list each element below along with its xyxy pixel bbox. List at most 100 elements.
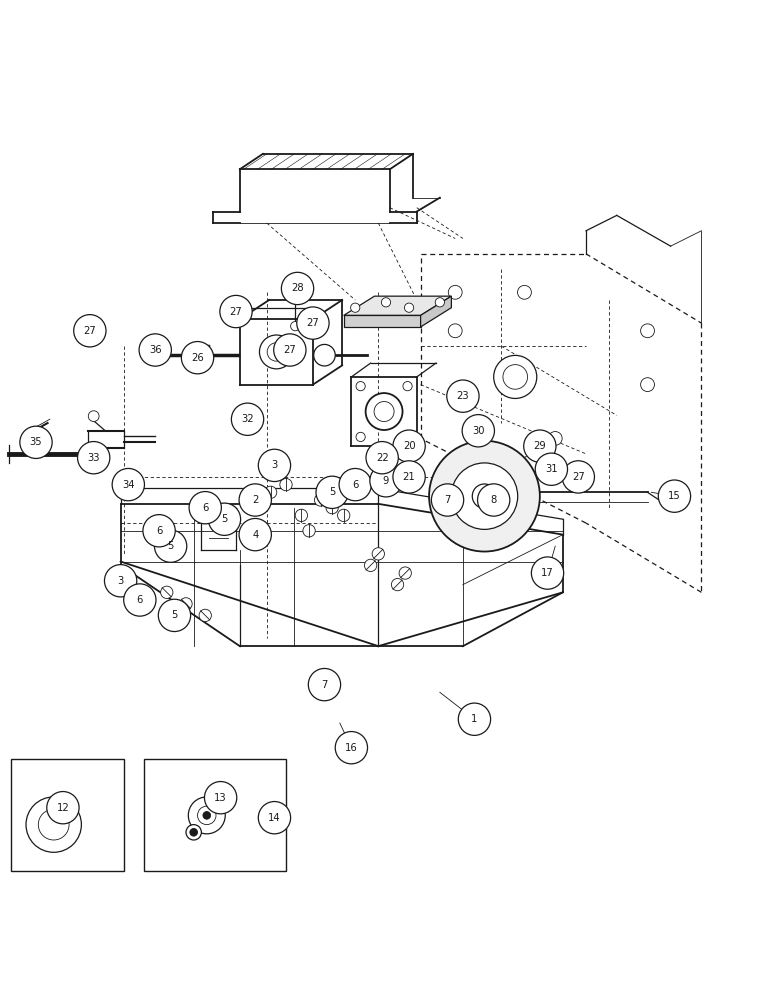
Text: 5: 5 — [329, 487, 335, 497]
Circle shape — [265, 486, 277, 498]
Circle shape — [186, 825, 201, 840]
Circle shape — [274, 334, 306, 366]
Circle shape — [303, 525, 315, 537]
Text: 2: 2 — [252, 495, 259, 505]
Text: 26: 26 — [191, 353, 204, 363]
Circle shape — [198, 806, 216, 825]
Text: 1: 1 — [471, 714, 478, 724]
Circle shape — [188, 797, 225, 834]
Text: 7: 7 — [445, 495, 451, 505]
Text: 8: 8 — [490, 495, 497, 505]
Circle shape — [47, 792, 79, 824]
Circle shape — [314, 494, 327, 506]
Circle shape — [350, 303, 360, 312]
Circle shape — [403, 382, 412, 391]
Circle shape — [181, 342, 214, 374]
Text: 6: 6 — [137, 595, 143, 605]
Circle shape — [290, 322, 300, 331]
Circle shape — [641, 378, 655, 392]
Circle shape — [429, 441, 540, 552]
Polygon shape — [421, 296, 452, 327]
Circle shape — [308, 668, 340, 701]
Circle shape — [279, 478, 292, 491]
Circle shape — [562, 461, 594, 493]
Text: 4: 4 — [252, 530, 259, 540]
Circle shape — [295, 509, 307, 522]
Circle shape — [189, 492, 222, 524]
Circle shape — [239, 484, 272, 516]
Circle shape — [391, 578, 404, 591]
Text: 15: 15 — [668, 491, 681, 501]
Text: 33: 33 — [87, 453, 100, 463]
Text: 27: 27 — [306, 318, 320, 328]
Text: 34: 34 — [122, 480, 134, 490]
Circle shape — [462, 415, 494, 447]
Text: 30: 30 — [472, 426, 485, 436]
Text: 7: 7 — [321, 680, 327, 690]
Circle shape — [112, 468, 144, 501]
Circle shape — [374, 402, 394, 422]
Text: 16: 16 — [345, 743, 357, 753]
Circle shape — [523, 430, 556, 462]
Text: 13: 13 — [215, 793, 227, 803]
Text: 5: 5 — [168, 541, 174, 551]
Circle shape — [316, 476, 348, 508]
Circle shape — [147, 342, 156, 351]
Circle shape — [190, 828, 198, 836]
Circle shape — [405, 303, 414, 312]
Text: 35: 35 — [29, 437, 42, 447]
Text: 17: 17 — [541, 568, 554, 578]
Circle shape — [313, 344, 335, 366]
Circle shape — [104, 565, 137, 597]
Circle shape — [232, 403, 264, 435]
Text: 5: 5 — [222, 514, 228, 524]
Bar — [144, 759, 286, 871]
Circle shape — [449, 285, 462, 299]
Text: 12: 12 — [56, 803, 69, 813]
Text: 28: 28 — [291, 283, 304, 293]
Circle shape — [366, 442, 398, 474]
Circle shape — [493, 355, 537, 398]
Circle shape — [447, 380, 479, 412]
Text: 27: 27 — [229, 307, 242, 317]
Circle shape — [139, 334, 171, 366]
Circle shape — [39, 809, 69, 840]
Text: 29: 29 — [533, 441, 547, 451]
Circle shape — [259, 335, 293, 369]
Polygon shape — [344, 296, 452, 315]
Circle shape — [503, 365, 527, 389]
Circle shape — [20, 426, 52, 458]
Circle shape — [326, 502, 338, 514]
Text: 14: 14 — [268, 813, 281, 823]
Circle shape — [531, 557, 564, 589]
Bar — [11, 759, 124, 871]
Circle shape — [548, 432, 562, 445]
Circle shape — [337, 509, 350, 522]
Circle shape — [432, 484, 464, 516]
Text: 9: 9 — [383, 476, 389, 486]
Circle shape — [356, 432, 365, 442]
Text: 5: 5 — [171, 610, 178, 620]
Circle shape — [124, 584, 156, 616]
Circle shape — [449, 324, 462, 338]
Circle shape — [370, 465, 402, 497]
Circle shape — [199, 609, 212, 622]
Text: 22: 22 — [376, 453, 388, 463]
Circle shape — [535, 453, 567, 485]
Circle shape — [296, 307, 329, 339]
Circle shape — [381, 298, 391, 307]
Text: 31: 31 — [545, 464, 557, 474]
Circle shape — [26, 797, 81, 852]
Circle shape — [478, 484, 510, 516]
Circle shape — [517, 285, 531, 299]
Circle shape — [393, 430, 425, 462]
Circle shape — [641, 324, 655, 338]
Circle shape — [472, 484, 496, 508]
Circle shape — [259, 449, 290, 482]
Circle shape — [281, 272, 313, 305]
Circle shape — [366, 393, 402, 430]
Circle shape — [259, 802, 290, 834]
Circle shape — [203, 812, 211, 819]
Circle shape — [372, 548, 384, 560]
Circle shape — [77, 442, 110, 474]
